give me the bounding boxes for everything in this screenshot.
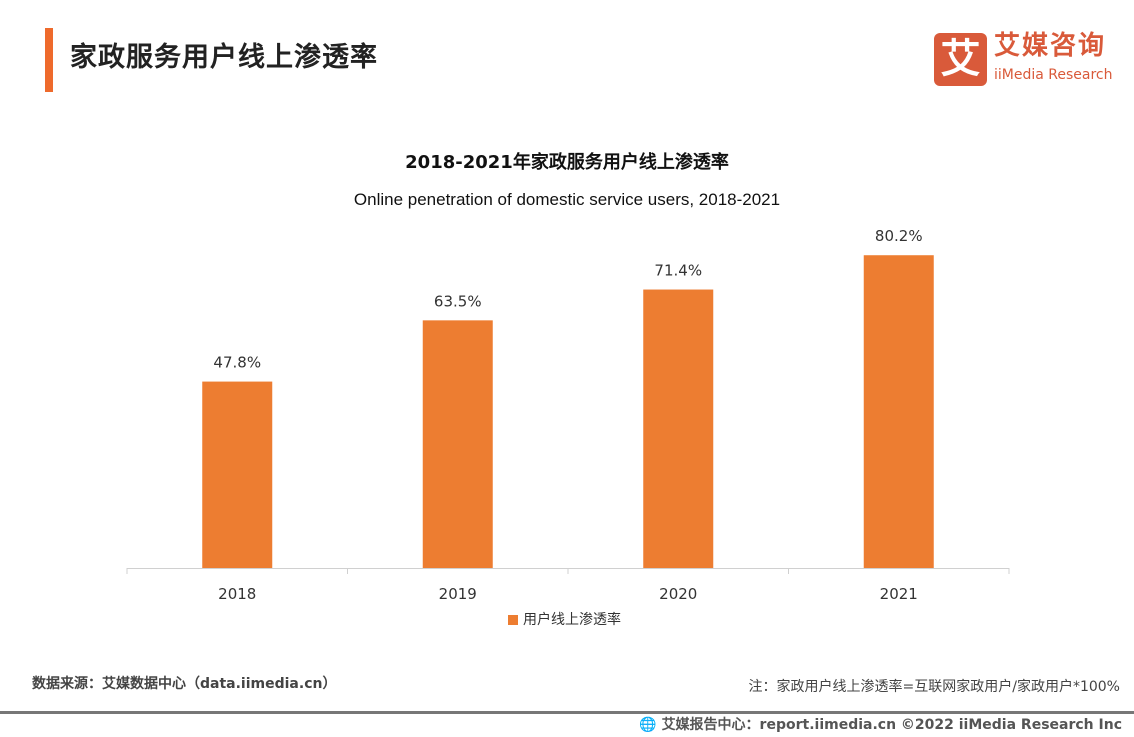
bar-2021: [863, 255, 934, 568]
legend: 用户线上渗透率: [508, 610, 621, 630]
footer-credit: 🌐 艾媒报告中心：report.iimedia.cn ©2022 iiMedia…: [639, 715, 1122, 735]
bar-2018: [202, 381, 273, 568]
x-tick-label-2019: 2019: [439, 585, 477, 603]
data-label-2020: 71.4%: [654, 262, 702, 280]
footer-divider: [0, 711, 1134, 714]
x-tick-label-2018: 2018: [218, 585, 256, 603]
data-label-2018: 47.8%: [213, 354, 261, 372]
logo-mark: 艾: [934, 33, 987, 86]
chart-title: 2018-2021年家政服务用户线上渗透率: [405, 152, 729, 173]
logo-text-en: iiMedia Research: [994, 67, 1113, 83]
bar-2019: [422, 320, 493, 568]
title-accent-bar: [45, 28, 53, 92]
legend-swatch: [508, 615, 518, 625]
data-label-2019: 63.5%: [434, 292, 482, 310]
legend-label: 用户线上渗透率: [523, 612, 621, 628]
formula-note: 注：家政用户线上渗透率=互联网家政用户/家政用户*100%: [748, 679, 1120, 695]
logo-text-cn: 艾媒咨询: [994, 31, 1107, 61]
x-tick-label-2021: 2021: [880, 585, 918, 603]
globe-icon: 🌐: [639, 717, 662, 733]
data-label-2021: 80.2%: [875, 227, 923, 245]
data-source: 数据来源：艾媒数据中心（data.iimedia.cn）: [32, 676, 337, 692]
x-tick-label-2020: 2020: [659, 585, 697, 603]
bar-2020: [643, 289, 714, 568]
chart-subtitle: Online penetration of domestic service u…: [353, 190, 781, 209]
footer-credit-text: 艾媒报告中心：report.iimedia.cn ©2022 iiMedia R…: [661, 717, 1122, 733]
page-title: 家政服务用户线上渗透率: [70, 42, 378, 73]
